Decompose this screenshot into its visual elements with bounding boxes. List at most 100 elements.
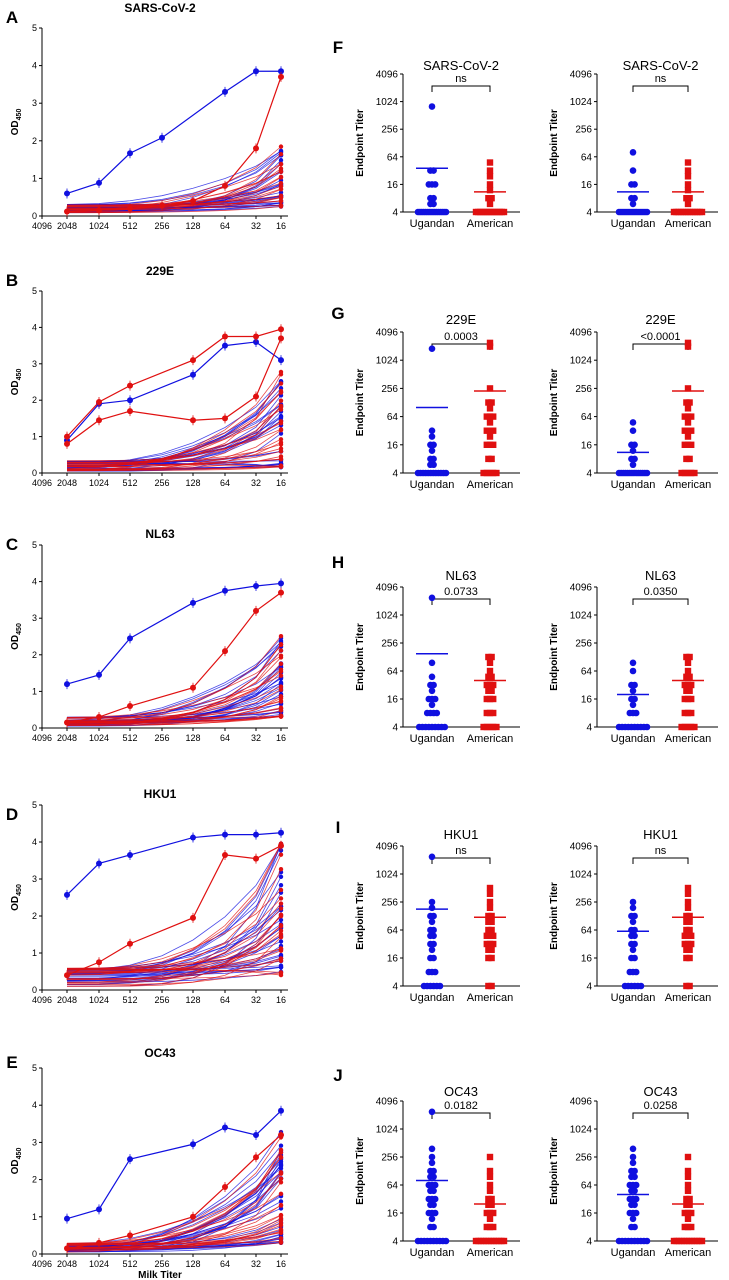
sample-curve-ugandan (66, 1131, 282, 1252)
x-tick-label: 16 (276, 1259, 286, 1269)
sample-point (278, 403, 284, 408)
data-point (253, 393, 259, 400)
y-tick-label: 16 (387, 954, 399, 965)
data-point (127, 635, 133, 642)
sample-point (278, 633, 284, 639)
data-point (159, 202, 165, 209)
sample-point (278, 464, 284, 469)
sample-point (278, 946, 284, 951)
american-point (486, 667, 494, 675)
sample-curve-american (66, 1241, 282, 1245)
ugandan-point (428, 1153, 436, 1161)
american-point (486, 405, 494, 412)
sample-point (278, 896, 284, 901)
data-point (64, 972, 70, 979)
ugandan-point (637, 982, 645, 990)
x-tick-label: 1024 (89, 1259, 109, 1269)
american-point (488, 653, 495, 661)
sample-point (278, 956, 284, 961)
x-tick-label: 32 (251, 733, 261, 743)
sample-point (278, 970, 284, 976)
y-tick-label: 256 (381, 384, 398, 395)
sample-curve-ugandan (66, 1151, 282, 1248)
sample-point (278, 1228, 284, 1234)
x-tick-label: 4096 (32, 478, 52, 488)
sample-point (278, 175, 284, 180)
y-tick-label: 64 (387, 667, 399, 678)
american-point (684, 405, 692, 412)
sample-point (278, 1155, 284, 1160)
sample-curve-american (66, 675, 282, 718)
x-tick-label: Ugandan (611, 992, 656, 1004)
american-point (684, 659, 692, 667)
ugandan-point (428, 1159, 436, 1167)
sample-point (278, 673, 284, 678)
data-point (127, 1232, 133, 1239)
y-tick-label: 5 (32, 286, 37, 296)
x-tick-label: 64 (220, 221, 230, 231)
data-point (222, 587, 228, 594)
sample-curve-ugandan (66, 1159, 282, 1247)
y-tick-label: 16 (387, 695, 399, 706)
american-point (684, 173, 692, 180)
data-point (127, 382, 133, 389)
x-tick-label: 1024 (89, 478, 109, 488)
american-point (686, 673, 693, 681)
x-tick-label: 4096 (32, 1259, 52, 1269)
y-tick-label: 1024 (570, 356, 593, 367)
y-tick-label: 1 (32, 1212, 37, 1222)
american-point (684, 1153, 692, 1161)
y-tick-label: 4096 (570, 70, 593, 81)
data-point (64, 190, 70, 197)
y-axis-label: OD450 (10, 1148, 23, 1175)
ugandan-point (629, 1145, 637, 1153)
y-tick-label: 64 (581, 412, 593, 423)
x-tick-label: American (467, 733, 513, 745)
y-tick-label: 0 (32, 468, 37, 478)
x-tick-label: 32 (251, 1259, 261, 1269)
y-axis-label: Endpoint Titer (549, 109, 560, 177)
panel-letter: A (6, 8, 18, 27)
american-point (486, 181, 494, 188)
y-tick-label: 2 (32, 395, 37, 405)
y-tick-label: 4096 (376, 583, 399, 594)
american-point (684, 1187, 692, 1195)
ugandan-point (631, 681, 638, 689)
sample-point (278, 1239, 284, 1244)
y-tick-label: 4 (32, 577, 37, 587)
ugandan-point (629, 419, 637, 426)
american-point (686, 1195, 693, 1203)
p-value-label: 0.0350 (644, 586, 678, 598)
ugandan-point (629, 701, 637, 709)
sample-curve-american (66, 466, 282, 471)
panel-d: D HKU1 0 1 2 3 4 5 4096 2048 1024 512 256 128 64 32 16 OD… (6, 787, 288, 1005)
ugandan-point (430, 1173, 437, 1181)
y-tick-label: 4 (32, 837, 37, 847)
x-tick-label: 512 (122, 1259, 137, 1269)
sample-curve-ugandan (66, 150, 282, 205)
sample-curve-american (66, 171, 282, 211)
american-point (488, 1195, 495, 1203)
sample-curve-american (66, 153, 282, 214)
x-tick-label: 16 (276, 733, 286, 743)
x-tick-label: 1024 (89, 995, 109, 1005)
x-tick-label: 128 (185, 733, 200, 743)
data-point (253, 1154, 259, 1161)
american-point (688, 427, 695, 434)
ugandan-point (442, 469, 450, 477)
y-tick-label: 256 (575, 898, 592, 909)
data-point (127, 940, 133, 947)
y-tick-label: 3 (32, 613, 37, 623)
american-point (490, 940, 497, 948)
y-tick-label: 1024 (570, 870, 593, 881)
data-point (190, 834, 196, 841)
y-tick-label: 3 (32, 874, 37, 884)
ugandan-point (431, 1195, 439, 1203)
data-point (278, 1131, 284, 1138)
american-point (684, 667, 692, 675)
ugandan-point (632, 1209, 640, 1217)
sample-curve-american (66, 1230, 282, 1248)
data-point (127, 703, 133, 710)
y-tick-label: 2 (32, 1175, 37, 1185)
sample-point (278, 381, 284, 386)
